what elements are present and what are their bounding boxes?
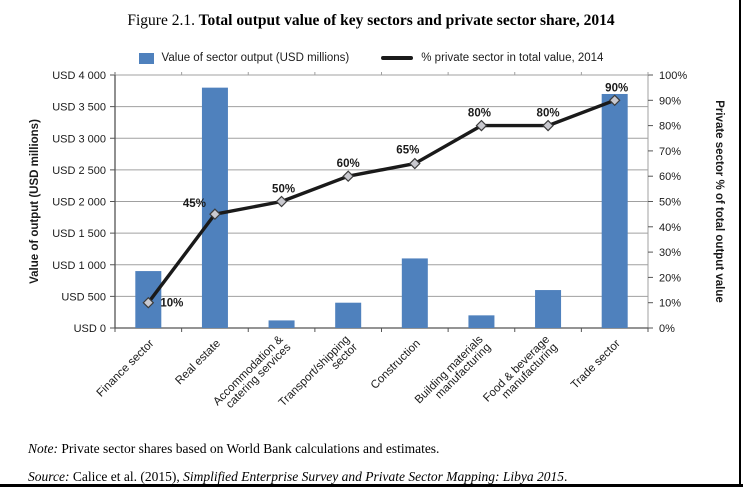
line-marker-icon bbox=[142, 296, 155, 309]
x-axis-label: Construction bbox=[369, 338, 423, 392]
line-marker-icon bbox=[209, 208, 221, 220]
bar bbox=[401, 258, 428, 328]
line-marker-icon bbox=[342, 170, 355, 183]
bar bbox=[535, 290, 562, 328]
private-sector-line bbox=[146, 98, 617, 305]
line-marker-icon bbox=[608, 94, 621, 107]
bar bbox=[468, 315, 495, 328]
x-axis-label: Real estate bbox=[173, 338, 223, 388]
left-tick-label: USD 0 bbox=[74, 323, 106, 335]
data-label: 90% bbox=[605, 82, 628, 94]
right-tick-label: 90% bbox=[659, 95, 681, 107]
right-tick-label: 50% bbox=[659, 197, 681, 209]
data-label: 60% bbox=[337, 158, 360, 170]
figure-number: Figure 2.1. bbox=[127, 12, 195, 29]
source-label: Source: bbox=[28, 469, 70, 484]
source-title: Simplified Enterprise Survey and Private… bbox=[183, 469, 565, 484]
right-tick-label: 10% bbox=[659, 298, 681, 310]
x-axis-label: Building materialsmanufacturing bbox=[413, 333, 494, 414]
data-label: 80% bbox=[537, 108, 560, 120]
source-text: Calice et al. (2015), bbox=[69, 469, 184, 484]
x-axis-label: Food & beveragemanufacturing bbox=[481, 334, 560, 413]
right-tick-label: 80% bbox=[659, 121, 681, 133]
source-suffix: . bbox=[564, 469, 568, 484]
left-tick-label: USD 4 000 bbox=[52, 70, 106, 82]
note: Note: Private sector shares based on Wor… bbox=[28, 441, 439, 457]
right-tick-label: 0% bbox=[659, 323, 675, 335]
left-axis-title: Value of output (USD millions) bbox=[29, 119, 41, 284]
left-tick-label: USD 3 500 bbox=[52, 102, 106, 114]
data-label: 80% bbox=[468, 108, 491, 120]
x-axis-label: Finance sector bbox=[95, 338, 157, 400]
line-series-swatch-icon bbox=[381, 56, 414, 60]
line-marker-icon bbox=[542, 119, 554, 132]
right-tick-label: 30% bbox=[659, 247, 681, 259]
line-marker-icon bbox=[408, 157, 421, 170]
line-marker-icon bbox=[475, 119, 488, 132]
legend-item-line: % private sector in total value, 2014 bbox=[381, 52, 603, 64]
line-marker-icon bbox=[275, 195, 288, 208]
page-border-right bbox=[739, 0, 741, 487]
right-tick-label: 70% bbox=[659, 146, 681, 158]
left-tick-label: USD 3 000 bbox=[52, 133, 106, 145]
figure-title: Figure 2.1. Total output value of key se… bbox=[0, 12, 742, 30]
left-tick-label: USD 2 000 bbox=[52, 197, 106, 209]
data-label: 10% bbox=[160, 298, 183, 310]
chart-svg: USD 0 USD 500 USD 1 000 USD 1 500 USD 2 000 U… bbox=[29, 70, 725, 414]
data-label: 50% bbox=[272, 184, 295, 196]
left-tick-label: USD 1 000 bbox=[52, 260, 106, 272]
x-axis-label: Trade sector bbox=[569, 338, 623, 392]
source: Source: Calice et al. (2015), Simplified… bbox=[28, 469, 567, 485]
right-tick-label: 100% bbox=[659, 70, 687, 82]
left-tick-label: USD 2 500 bbox=[52, 165, 106, 177]
left-tick-label: USD 1 500 bbox=[52, 228, 106, 240]
page-border-bottom bbox=[0, 484, 743, 487]
note-label: Note: bbox=[28, 441, 58, 456]
data-label: 45% bbox=[183, 198, 206, 210]
bar bbox=[201, 87, 228, 329]
data-label: 65% bbox=[396, 145, 419, 157]
legend-item-bars: Value of sector output (USD millions) bbox=[138, 52, 350, 64]
note-text: Private sector shares based on World Ban… bbox=[58, 441, 440, 456]
bar bbox=[268, 320, 295, 328]
bar-series-label: Value of sector output (USD millions) bbox=[161, 52, 350, 64]
right-tick-label: 60% bbox=[659, 171, 681, 183]
line-series-label: % private sector in total value, 2014 bbox=[421, 52, 604, 64]
right-tick-label: 40% bbox=[659, 222, 681, 234]
right-tick-label: 20% bbox=[659, 272, 681, 284]
bar bbox=[601, 93, 628, 328]
right-axis-title: Private sector % of total output value bbox=[713, 100, 725, 303]
bar-series-swatch-icon bbox=[138, 52, 154, 64]
bar bbox=[335, 302, 362, 328]
chart-legend: Value of sector output (USD millions) % … bbox=[0, 52, 742, 64]
left-tick-label: USD 500 bbox=[61, 291, 106, 303]
figure-title-text: Total output value of key sectors and pr… bbox=[194, 12, 615, 29]
